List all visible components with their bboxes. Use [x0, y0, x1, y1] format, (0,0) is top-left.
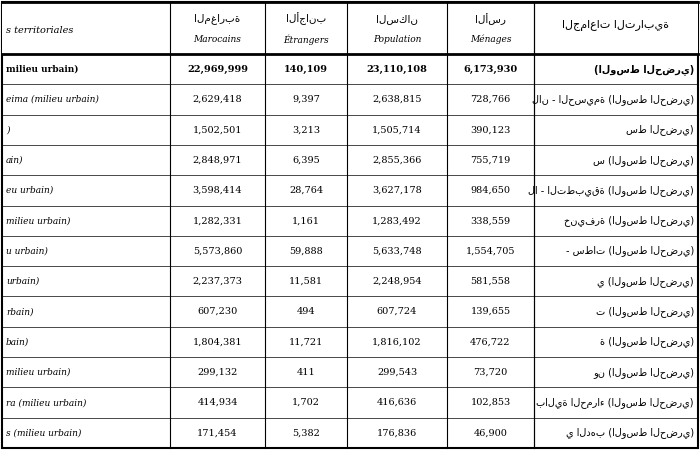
Text: 9,397: 9,397: [292, 95, 320, 104]
Text: 102,853: 102,853: [470, 398, 510, 407]
Text: 139,655: 139,655: [470, 307, 510, 316]
Text: 2,629,418: 2,629,418: [193, 95, 242, 104]
Text: 1,283,492: 1,283,492: [372, 216, 422, 225]
Text: 1,804,381: 1,804,381: [193, 338, 242, 346]
Text: 607,724: 607,724: [377, 307, 417, 316]
Text: 6,395: 6,395: [292, 156, 320, 165]
Text: milieu urbain): milieu urbain): [6, 216, 71, 225]
Text: 581,558: 581,558: [470, 277, 510, 286]
Text: 171,454: 171,454: [197, 428, 238, 437]
Text: 984,650: 984,650: [470, 186, 510, 195]
Text: 390,123: 390,123: [470, 125, 511, 134]
Text: 2,248,954: 2,248,954: [372, 277, 422, 286]
Text: 2,638,815: 2,638,815: [372, 95, 421, 104]
Text: 3,627,178: 3,627,178: [372, 186, 422, 195]
Text: 414,934: 414,934: [197, 398, 238, 407]
Text: 299,543: 299,543: [377, 368, 417, 377]
Text: 5,573,860: 5,573,860: [193, 247, 242, 256]
Text: سط الحضري): سط الحضري): [626, 124, 694, 135]
Text: المغاربة: المغاربة: [195, 13, 241, 24]
Text: 28,764: 28,764: [289, 186, 323, 195]
Text: 1,816,102: 1,816,102: [372, 338, 422, 346]
Text: 416,636: 416,636: [377, 398, 417, 407]
Text: 338,559: 338,559: [470, 216, 510, 225]
Text: urbain): urbain): [6, 277, 39, 286]
Text: 2,855,366: 2,855,366: [372, 156, 421, 165]
Text: ت (الوسط الحضري): ت (الوسط الحضري): [596, 306, 694, 317]
Text: Ménages: Ménages: [470, 35, 511, 44]
Text: 494: 494: [297, 307, 315, 316]
Text: 755,719: 755,719: [470, 156, 510, 165]
Text: 23,110,108: 23,110,108: [367, 65, 428, 74]
Text: 1,161: 1,161: [292, 216, 320, 225]
Text: bain): bain): [6, 338, 29, 346]
Text: 299,132: 299,132: [197, 368, 238, 377]
Text: 3,598,414: 3,598,414: [193, 186, 242, 195]
Text: 411: 411: [297, 368, 316, 377]
Text: لان - الحسيمة (الوسط الحضري): لان - الحسيمة (الوسط الحضري): [532, 94, 694, 105]
Text: 2,848,971: 2,848,971: [193, 156, 242, 165]
Text: rbain): rbain): [6, 307, 34, 316]
Text: 176,836: 176,836: [377, 428, 417, 437]
Text: eima (milieu urbain): eima (milieu urbain): [6, 95, 99, 104]
Text: (الوسط الحضري): (الوسط الحضري): [594, 64, 694, 75]
Text: milieu urbain): milieu urbain): [6, 65, 78, 74]
Text: 11,581: 11,581: [289, 277, 323, 286]
Text: ra (milieu urbain): ra (milieu urbain): [6, 398, 86, 407]
Text: 1,505,714: 1,505,714: [372, 125, 422, 134]
Text: ي الدهب (الوسط الحضري): ي الدهب (الوسط الحضري): [566, 428, 694, 438]
Text: u urbain): u urbain): [6, 247, 48, 256]
Text: 73,720: 73,720: [473, 368, 508, 377]
Text: ون (الوسط الحضري): ون (الوسط الحضري): [593, 367, 694, 378]
Text: 1,282,331: 1,282,331: [193, 216, 242, 225]
Text: خنيفرة (الوسط الحضري): خنيفرة (الوسط الحضري): [564, 215, 694, 226]
Text: 1,502,501: 1,502,501: [193, 125, 242, 134]
Text: eu urbain): eu urbain): [6, 186, 53, 195]
Text: 22,969,999: 22,969,999: [187, 65, 248, 74]
Text: - سطات (الوسط الحضري): - سطات (الوسط الحضري): [566, 246, 694, 256]
Text: 59,888: 59,888: [289, 247, 323, 256]
Text: 5,633,748: 5,633,748: [372, 247, 422, 256]
Bar: [2, 2, 698, 54]
Text: milieu urbain): milieu urbain): [6, 368, 71, 377]
Text: ي (الوسط الحضري): ي (الوسط الحضري): [597, 276, 694, 287]
Text: الأجانب: الأجانب: [286, 12, 326, 25]
Text: 728,766: 728,766: [470, 95, 510, 104]
Text: 5,382: 5,382: [292, 428, 320, 437]
Text: ): ): [6, 125, 10, 134]
Text: 476,722: 476,722: [470, 338, 511, 346]
Text: s territoriales: s territoriales: [6, 26, 74, 35]
Text: s (milieu urbain): s (milieu urbain): [6, 428, 81, 437]
Text: 46,900: 46,900: [474, 428, 508, 437]
Text: Population: Population: [373, 35, 421, 44]
Text: Étrangers: Étrangers: [284, 34, 329, 45]
Text: ain): ain): [6, 156, 24, 165]
Text: بالية الحمراء (الوسط الحضري): بالية الحمراء (الوسط الحضري): [536, 397, 694, 408]
Text: 2,237,373: 2,237,373: [193, 277, 242, 286]
Text: الجماعات الترابية: الجماعات الترابية: [563, 20, 669, 31]
Text: 1,554,705: 1,554,705: [466, 247, 515, 256]
Text: لا - التطبيقة (الوسط الحضري): لا - التطبيقة (الوسط الحضري): [528, 185, 694, 196]
Text: س (الوسط الحضري): س (الوسط الحضري): [593, 155, 694, 166]
Text: 607,230: 607,230: [197, 307, 237, 316]
Text: الأسر: الأسر: [475, 13, 506, 25]
Text: 1,702: 1,702: [292, 398, 320, 407]
Text: السكان: السكان: [376, 14, 418, 24]
Text: 140,109: 140,109: [284, 65, 328, 74]
Text: Marocains: Marocains: [194, 35, 241, 44]
Text: 3,213: 3,213: [292, 125, 320, 134]
Text: 11,721: 11,721: [289, 338, 323, 346]
Text: 6,173,930: 6,173,930: [463, 65, 517, 74]
Text: ة (الوسط الحضري): ة (الوسط الحضري): [600, 337, 694, 347]
